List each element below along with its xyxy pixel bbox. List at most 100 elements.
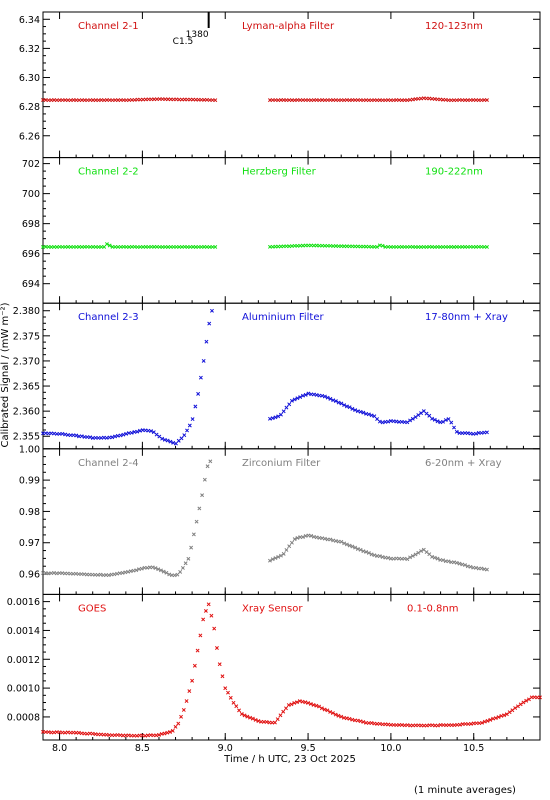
x-tick-label: 10.5	[463, 743, 484, 754]
data-point	[322, 536, 327, 541]
data-point	[347, 405, 352, 410]
data-point	[228, 695, 233, 700]
data-point	[131, 568, 136, 573]
y-tick-label: 2.375	[13, 331, 40, 342]
y-tick-label: 0.97	[19, 538, 40, 549]
data-point	[358, 409, 363, 414]
data-point	[322, 707, 327, 712]
data-point	[538, 695, 542, 700]
data-point	[402, 556, 407, 561]
y-tick-label: 6.26	[19, 131, 40, 142]
data-point	[123, 570, 128, 575]
data-point	[319, 706, 324, 711]
y-tick-label: 0.96	[19, 570, 40, 581]
data-point	[245, 714, 250, 719]
y-tick-label: 2.360	[13, 407, 40, 418]
data-point	[474, 565, 478, 570]
data-point	[300, 393, 305, 398]
data-point	[504, 712, 509, 717]
data-point	[104, 242, 109, 247]
data-point	[361, 410, 366, 415]
data-point	[465, 564, 470, 569]
data-point	[474, 431, 478, 436]
data-point	[272, 720, 277, 725]
data-point	[454, 429, 459, 434]
x-tick-label: 9.0	[218, 743, 233, 754]
series-2	[268, 533, 489, 572]
data-point	[157, 732, 161, 737]
x-tick-label: 8.5	[135, 743, 150, 754]
data-point	[344, 404, 349, 409]
data-point	[270, 557, 275, 562]
data-point	[154, 432, 159, 437]
data-point	[281, 409, 286, 414]
data-point	[180, 566, 185, 570]
data-point	[330, 711, 335, 715]
data-point	[488, 717, 493, 722]
data-point	[192, 663, 197, 668]
data-point	[314, 703, 319, 708]
data-point	[46, 730, 51, 735]
data-point	[518, 702, 523, 707]
x-axis-label: Time / h UTC, 23 Oct 2025	[223, 754, 356, 765]
data-point	[515, 704, 520, 709]
data-point	[469, 721, 473, 726]
data-point	[457, 722, 462, 727]
data-point	[79, 434, 84, 439]
data-point	[303, 392, 308, 397]
data-point	[493, 716, 498, 721]
data-point	[479, 566, 484, 571]
data-point	[331, 398, 336, 403]
data-point	[446, 559, 451, 564]
data-point	[161, 569, 166, 574]
data-point	[63, 432, 68, 437]
data-point	[452, 560, 456, 565]
data-point	[410, 554, 415, 558]
data-point	[380, 243, 385, 248]
data-point	[380, 555, 385, 559]
data-point	[482, 719, 487, 724]
data-point	[460, 562, 465, 567]
data-point	[369, 413, 374, 418]
data-point	[377, 721, 382, 726]
data-point	[167, 572, 172, 577]
data-point	[322, 394, 327, 399]
data-point	[210, 308, 214, 313]
data-point	[278, 412, 283, 417]
data-point	[507, 710, 512, 715]
data-point	[353, 408, 358, 413]
data-point	[364, 549, 369, 554]
data-point	[107, 243, 112, 248]
data-point	[369, 721, 374, 725]
panel-band-label: 6-20nm + Xray	[425, 458, 502, 469]
data-point	[110, 435, 115, 440]
data-point	[430, 416, 434, 421]
data-point	[284, 548, 289, 552]
data-point	[138, 428, 142, 433]
data-point	[419, 411, 424, 416]
data-point	[186, 556, 191, 561]
data-point	[320, 536, 325, 541]
data-point	[339, 401, 344, 406]
data-point	[405, 420, 410, 425]
data-point	[289, 398, 294, 403]
data-point	[480, 720, 484, 725]
data-point	[295, 535, 300, 540]
data-point	[129, 430, 134, 435]
data-point	[485, 718, 490, 723]
panel-5: 0.0008 0.0010 0.0012 0.0014 0.0016 GOES Xray S…	[7, 593, 542, 754]
data-point	[287, 402, 292, 407]
data-point	[308, 702, 313, 706]
flare-marker-class: C1.5	[173, 37, 194, 47]
data-point	[74, 433, 79, 438]
data-point	[295, 700, 299, 705]
y-tick-label: 0.0012	[7, 655, 40, 666]
data-point	[438, 420, 443, 425]
data-point	[198, 633, 203, 638]
data-point	[168, 730, 172, 734]
data-point	[208, 459, 213, 464]
y-tick-label: 1.00	[19, 444, 40, 455]
data-point	[135, 429, 140, 434]
data-point	[443, 418, 448, 422]
data-point	[355, 547, 360, 551]
